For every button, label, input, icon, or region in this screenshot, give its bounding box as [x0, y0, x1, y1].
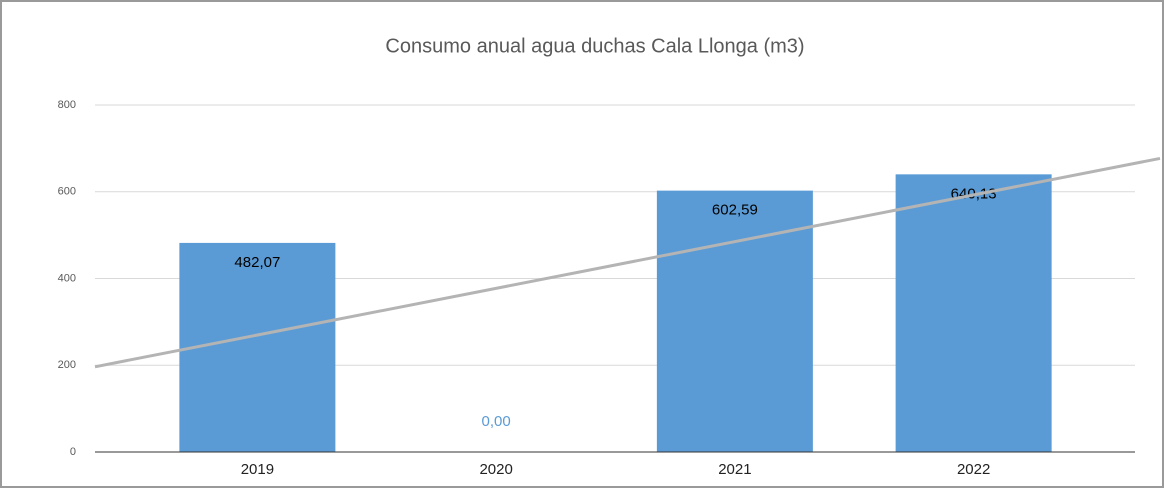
data-label: 0,00: [482, 413, 511, 430]
trendline: [94, 156, 1161, 369]
bar: [179, 242, 336, 452]
y-tick-label: 600: [58, 186, 76, 198]
bar: [656, 190, 813, 452]
x-tick-label: 2021: [718, 461, 751, 478]
y-tick-label: 800: [58, 99, 76, 111]
y-tick-label: 0: [70, 446, 76, 458]
x-tick-label: 2022: [957, 461, 990, 478]
bar: [895, 174, 1052, 452]
x-tick-label: 2020: [479, 461, 512, 478]
data-label: 482,07: [234, 254, 280, 271]
y-tick-label: 400: [58, 272, 76, 284]
chart-title: Consumo anual agua duchas Cala Llonga (m…: [385, 35, 804, 57]
y-tick-label: 200: [58, 359, 76, 371]
x-tick-label: 2019: [241, 461, 274, 478]
data-label: 602,59: [712, 202, 758, 219]
